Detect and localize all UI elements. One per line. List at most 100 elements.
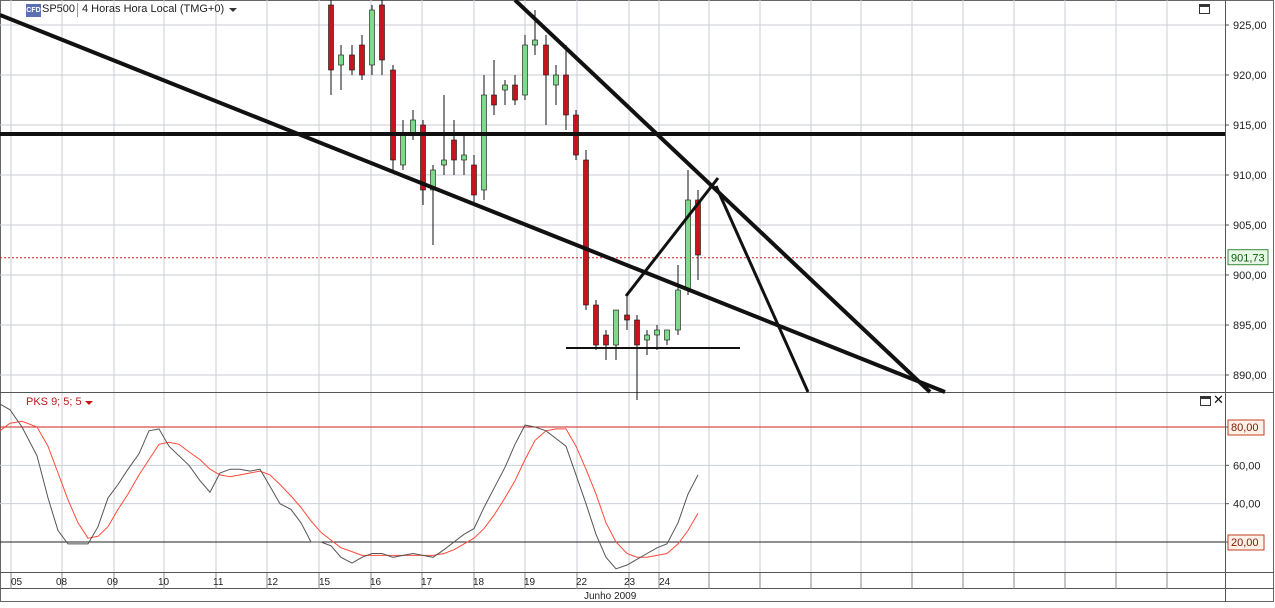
indicator-label[interactable]: PKS 9; 5; 5 <box>26 396 82 408</box>
header-divider <box>77 3 78 17</box>
x-tick-label: 24 <box>659 577 671 588</box>
x-tick-label: 05 <box>11 577 23 588</box>
timeframe-dropdown-icon[interactable] <box>229 8 237 12</box>
candle-body <box>634 319 640 346</box>
bear-candle <box>543 35 549 125</box>
current-price-label: 901,73 <box>1231 253 1265 265</box>
bear-candle <box>603 330 609 360</box>
bear-candle <box>634 315 640 400</box>
close-indicator-icon[interactable]: ✕ <box>1213 393 1224 408</box>
candle-body <box>664 329 670 341</box>
bull-candle <box>644 330 650 355</box>
price-tick-label: 915,00 <box>1233 120 1267 132</box>
candle-body <box>563 74 569 116</box>
price-tick-label: 905,00 <box>1233 220 1267 232</box>
bear-candle <box>359 35 365 80</box>
indicator-tick-label: 60,00 <box>1233 460 1261 472</box>
bear-candle <box>593 300 599 350</box>
candle-body <box>624 314 630 321</box>
bear-candle <box>583 150 589 310</box>
bull-candle <box>461 135 467 175</box>
indicator-level-badge <box>1227 534 1265 551</box>
projection-line <box>714 185 810 393</box>
long-downtrend-line <box>0 13 946 394</box>
maximize-indicator-pane-icon[interactable] <box>1200 396 1211 406</box>
x-tick-label: 19 <box>524 577 536 588</box>
bull-candle <box>675 265 681 335</box>
price-tick-label: 920,00 <box>1233 70 1267 82</box>
maximize-price-pane-icon[interactable] <box>1199 4 1210 14</box>
steep-downtrend-line <box>513 0 932 394</box>
bull-candle <box>430 165 436 245</box>
indicator-level-label: 20,00 <box>1231 537 1259 549</box>
bear-candle <box>624 295 630 330</box>
x-tick-label: 10 <box>158 577 170 588</box>
candle-body <box>359 44 365 76</box>
candle-body <box>379 4 385 61</box>
x-tick-label: 18 <box>473 577 485 588</box>
x-tick-label: 11 <box>213 577 224 588</box>
x-tick-label: 15 <box>319 577 331 588</box>
bull-candle <box>502 80 508 105</box>
bear-candle <box>328 0 334 95</box>
x-tick-label: 17 <box>421 577 433 588</box>
current-price-badge <box>1227 249 1269 266</box>
timeframe-label[interactable]: 4 Horas Hora Local (TMG+0) <box>82 3 225 15</box>
bull-candle <box>553 65 559 105</box>
candle-body <box>512 84 518 101</box>
candle-body <box>553 74 559 86</box>
x-axis-month-label: Junho 2009 <box>584 591 637 602</box>
bear-candle <box>390 65 396 170</box>
bull-candle <box>481 75 487 200</box>
bear-candle <box>471 155 477 205</box>
candle-body <box>338 54 344 66</box>
rising-support-line <box>624 177 720 297</box>
stochastic-main-line <box>0 403 699 570</box>
indicator-level-label: 80,00 <box>1231 422 1259 434</box>
bull-candle <box>654 325 660 350</box>
candle-body <box>603 334 609 346</box>
bear-candle <box>563 45 569 130</box>
symbol-label[interactable]: SP500 <box>42 3 76 15</box>
price-tick-label: 900,00 <box>1233 270 1267 282</box>
candle-body <box>675 289 681 331</box>
indicator-tick-label: 40,00 <box>1233 499 1261 511</box>
candle-body <box>491 94 497 106</box>
x-axis <box>10 573 1168 589</box>
candle-body <box>613 309 619 346</box>
x-tick-label: 08 <box>56 577 68 588</box>
bear-candle <box>349 45 355 75</box>
bull-candle <box>613 309 619 360</box>
candle-body <box>441 159 447 166</box>
candle-body <box>369 9 375 66</box>
bull-candle <box>522 35 528 100</box>
indicator-dropdown-icon[interactable] <box>85 401 93 405</box>
bear-candle <box>451 120 457 175</box>
candle-body <box>695 199 701 256</box>
candles <box>328 0 701 400</box>
candle-body <box>430 169 436 191</box>
bull-candle <box>369 5 375 75</box>
bull-candle <box>338 45 344 90</box>
price-tick-label: 910,00 <box>1233 170 1267 182</box>
candle-body <box>461 154 467 161</box>
indicator-level-badge <box>1227 419 1265 436</box>
cfd-logo-icon: CFD <box>26 4 41 17</box>
candle-body <box>583 159 589 306</box>
candle-body <box>593 304 599 346</box>
x-tick-label: 16 <box>370 577 382 588</box>
candle-body <box>522 44 528 96</box>
candle-body <box>644 334 650 341</box>
bear-candle <box>379 0 385 75</box>
bull-candle <box>664 329 670 345</box>
bear-candle <box>512 75 518 105</box>
candle-body <box>543 44 549 76</box>
price-tick-label: 895,00 <box>1233 320 1267 332</box>
candle-body <box>654 329 660 336</box>
x-tick-label: 12 <box>267 577 279 588</box>
price-tick-label: 890,00 <box>1233 370 1267 382</box>
candle-body <box>420 124 426 191</box>
candle-body <box>400 134 406 166</box>
